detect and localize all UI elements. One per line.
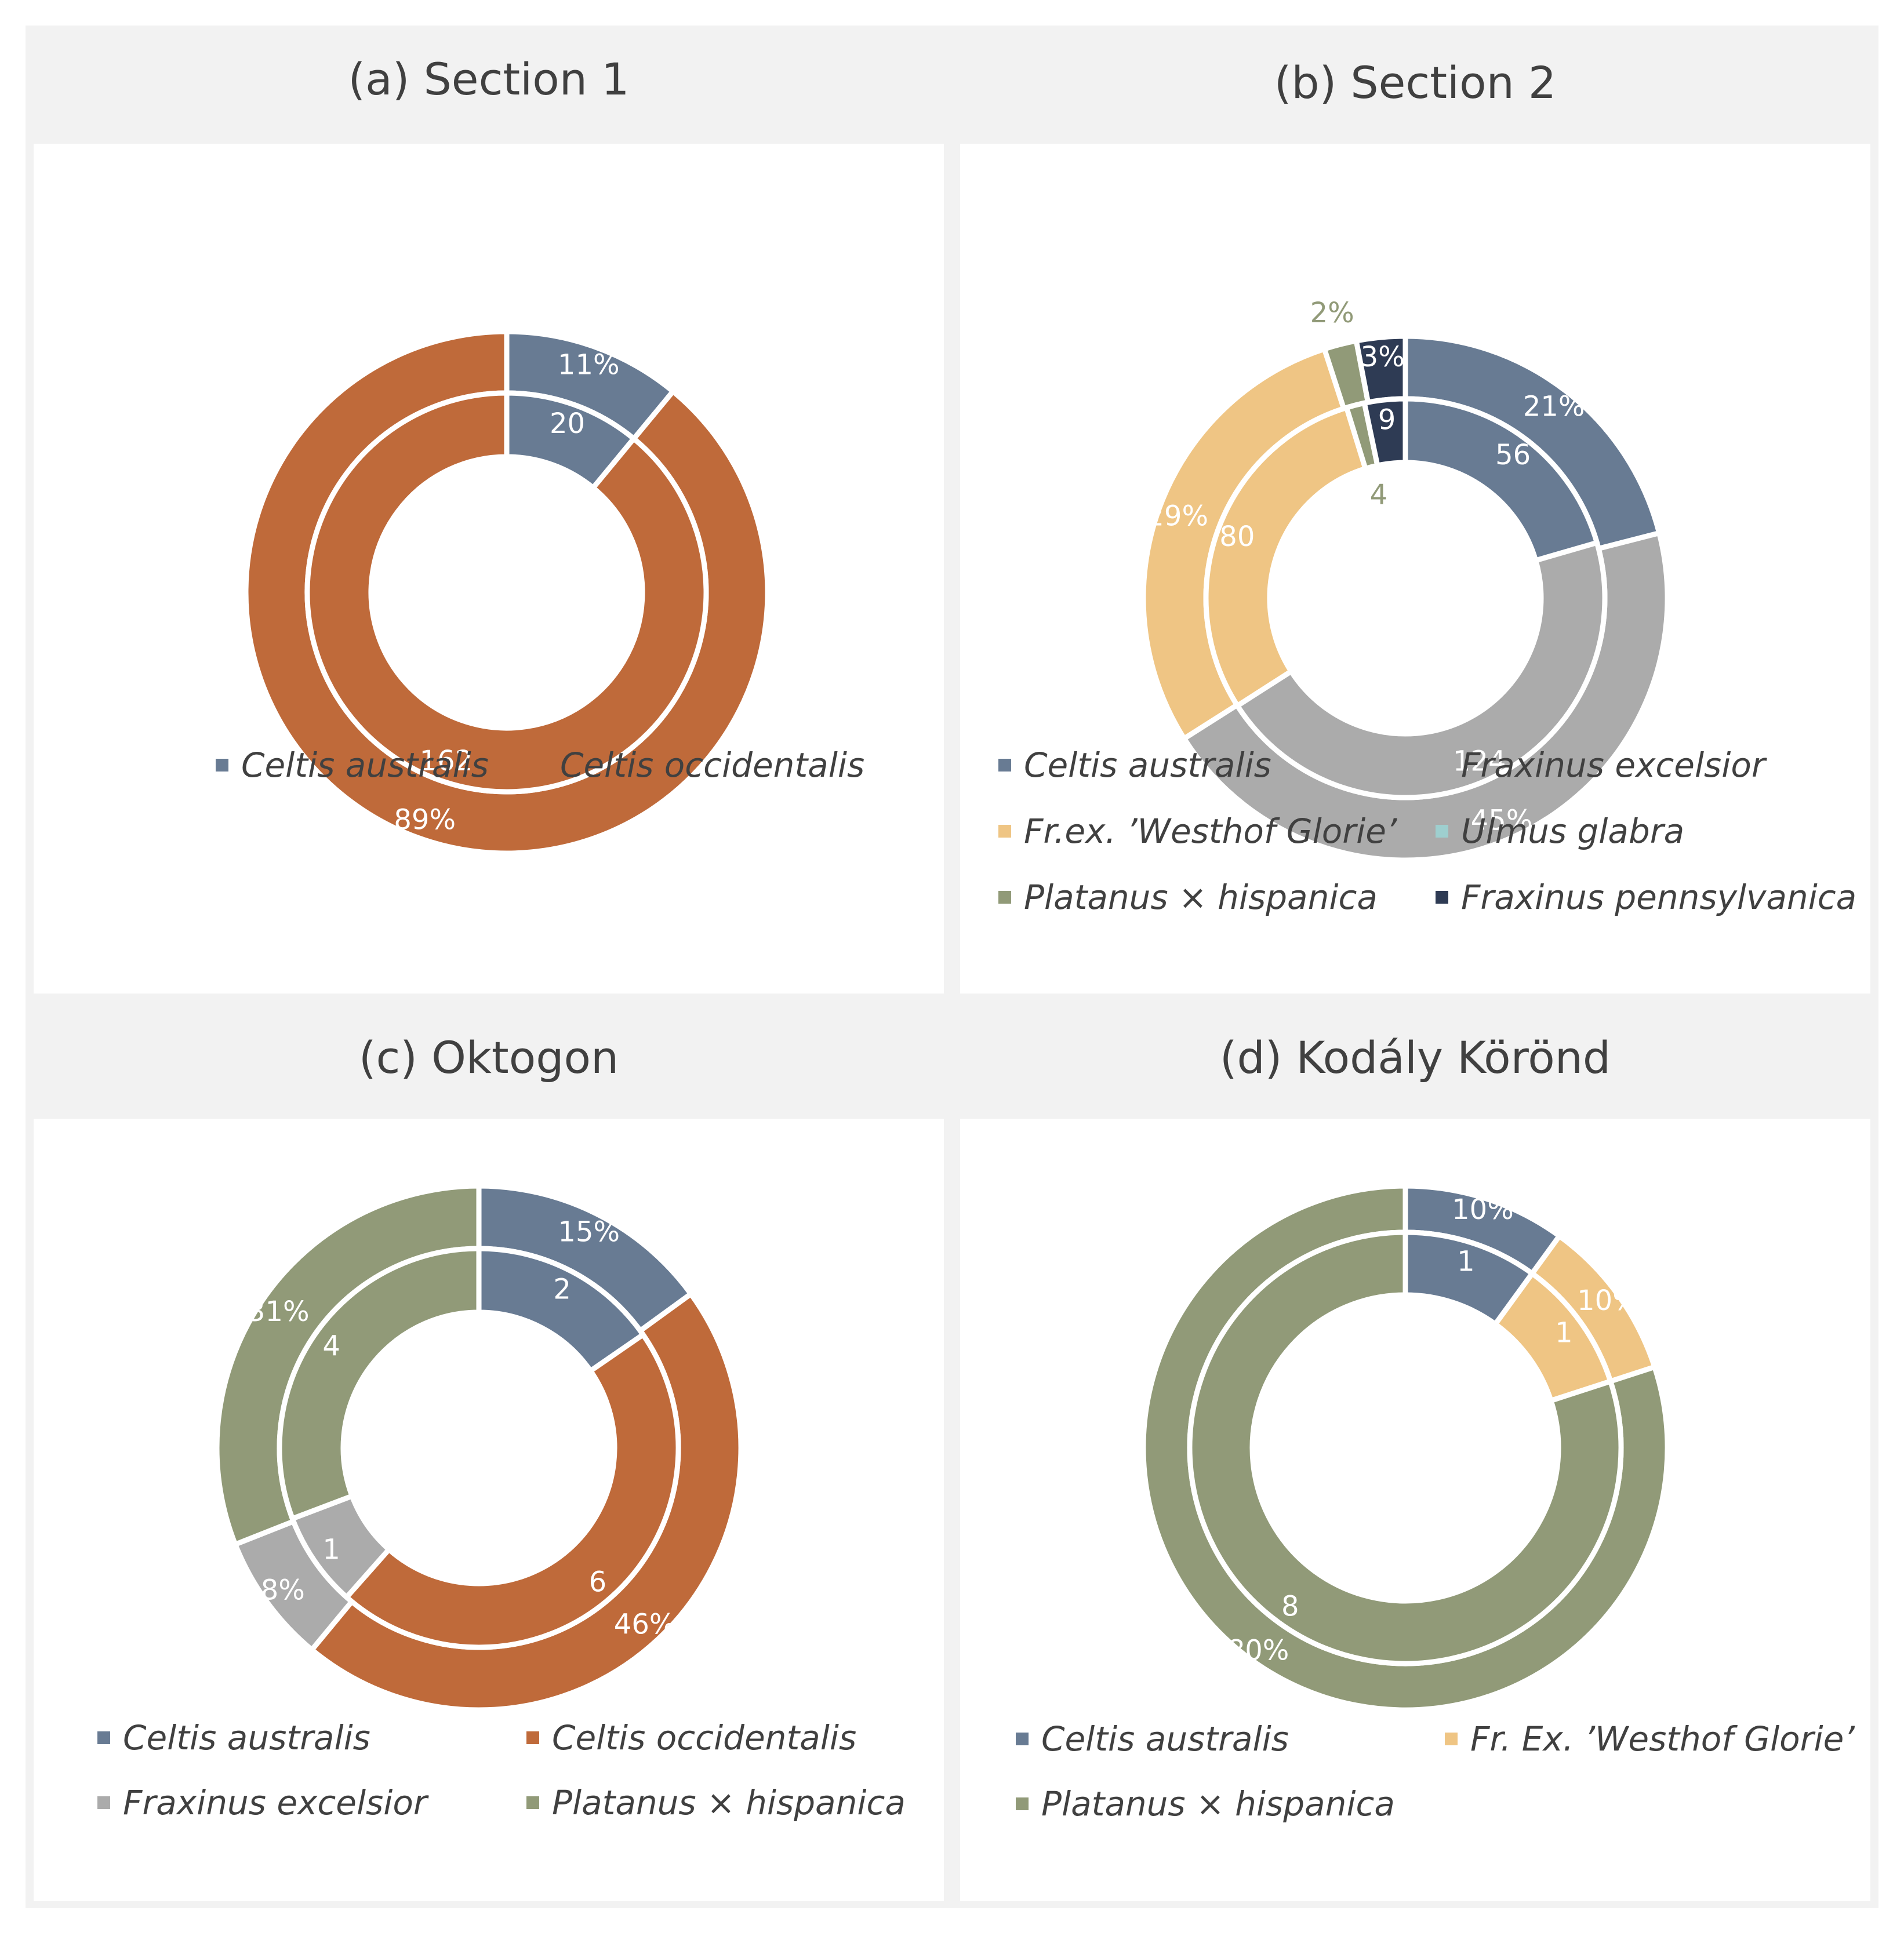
legend-swatch <box>535 759 547 772</box>
legend-item: Celtis occidentalis <box>526 1718 856 1757</box>
legend-label: Platanus × hispanica <box>1024 878 1378 917</box>
legend-item: Celtis australis <box>998 745 1271 785</box>
legend-swatch <box>998 891 1011 904</box>
inner-ring-data-label: 6 <box>589 1566 607 1598</box>
inner-ring-data-label: 20 <box>550 407 585 440</box>
legend-label: Platanus × hispanica <box>1041 1784 1395 1824</box>
inner-ring-data-label: 9 <box>1378 404 1396 436</box>
inner-ring-data-label: 1 <box>322 1534 340 1566</box>
inner-ring-data-label: 8 <box>1281 1590 1299 1622</box>
legend-item: Celtis australis <box>216 745 489 785</box>
legend-label: Fr.ex. ’Westhof Glorie’ <box>1024 811 1397 851</box>
legend-item: Ulmus glabra <box>1436 811 1684 851</box>
panel-oktogon: (c) Oktogon 15% 46% 8% 31% 2 6 1 4 Celtis austr… <box>26 999 952 1908</box>
plot-area: 21% 45% 29% 2% 3% 56 124 80 4 9 Celtis australis F… <box>960 144 1870 994</box>
panel-section-1: (a) Section 1 11% 89% 20 162 Celtis austral… <box>26 26 952 999</box>
legend-label: Celtis occidentalis <box>552 1718 857 1757</box>
legend-swatch <box>1436 825 1448 838</box>
inner-ring-slice <box>1234 539 1608 800</box>
panel-kodaly-korond: (d) Kodály Körönd 10% 10% 80% 1 1 8 Celtis au… <box>952 999 1878 1908</box>
legend-label: Celtis australis <box>123 1718 370 1757</box>
inner-ring-data-label: 124 <box>1453 745 1506 777</box>
inner-ring-data-label: 80 <box>1219 521 1255 553</box>
plot-area: 10% 10% 80% 1 1 8 Celtis australis Fr. Ex. ’We… <box>960 1119 1870 1901</box>
inner-ring-data-label: 162 <box>420 745 473 777</box>
panel-title: (d) Kodály Körönd <box>1219 1032 1611 1083</box>
outer-ring-data-label: 11% <box>558 349 620 381</box>
donut-chart-svg: 21% 45% 29% 2%3% 56 124 80 4 9 <box>1140 297 1670 863</box>
inner-ring-data-label: 56 <box>1495 439 1531 471</box>
legend-swatch <box>97 1796 110 1809</box>
inner-ring-slice <box>343 1331 681 1650</box>
panel-title: (b) Section 2 <box>1274 57 1557 108</box>
inner-ring-data-label: 4 <box>1370 479 1388 511</box>
inner-ring-data-label: 1 <box>1457 1246 1475 1278</box>
outer-ring-data-label: 31% <box>248 1295 310 1328</box>
legend-item: Celtis occidentalis <box>535 745 864 785</box>
inner-ring-data-label: 4 <box>322 1330 340 1362</box>
inner-ring-slice <box>1402 396 1600 564</box>
outer-ring-data-label: 15% <box>558 1216 620 1249</box>
legend-swatch <box>1016 1733 1029 1745</box>
outer-ring-data-label: 80% <box>1227 1634 1289 1666</box>
legend-item: Platanus × hispanica <box>998 878 1378 917</box>
legend-label: Celtis australis <box>1024 745 1271 785</box>
inner-ring-slice <box>304 390 709 795</box>
legend-swatch <box>97 1731 110 1744</box>
inner-ring-data-label: 1 <box>1555 1316 1573 1349</box>
inner-ring-slice <box>1187 1229 1624 1666</box>
legend-label: Ulmus glabra <box>1461 811 1685 851</box>
inner-ring-data-label: 2 <box>553 1273 571 1305</box>
outer-ring-data-label: 29% <box>1146 500 1208 532</box>
legend-label: Fraxinus excelsior <box>123 1783 427 1822</box>
legend-label: Platanus × hispanica <box>552 1783 906 1822</box>
donut-chart-svg: 11% 89% 20 162 <box>243 329 771 856</box>
outer-ring-data-label: 10% <box>1577 1284 1639 1317</box>
legend-swatch <box>1436 759 1448 772</box>
outer-ring-data-label: 10% <box>1452 1193 1514 1226</box>
legend-label: Celtis australis <box>241 745 489 785</box>
legend-item: Fraxinus excelsior <box>97 1783 427 1822</box>
legend-swatch <box>526 1731 539 1744</box>
legend-item: Celtis australis <box>97 1718 370 1757</box>
legend-label: Fraxinus excelsior <box>1461 745 1765 785</box>
legend-item: Platanus × hispanica <box>526 1783 906 1822</box>
legend-label: Fr. Ex. ’Westhof Glorie’ <box>1470 1719 1855 1759</box>
legend-item: Celtis australis <box>1016 1719 1289 1759</box>
legend-label: Celtis occidentalis <box>560 745 865 785</box>
outer-ring-data-label: 2% <box>1310 297 1354 329</box>
legend-item: Fraxinus excelsior <box>1436 745 1765 785</box>
plot-area: 15% 46% 8% 31% 2 6 1 4 Celtis australis Celtis o… <box>34 1119 944 1901</box>
plot-area: 11% 89% 20 162 Celtis australis Celtis occid… <box>34 144 944 994</box>
donut-chart-svg: 10% 10% 80% 1 1 8 <box>1140 1183 1670 1713</box>
legend-item: Platanus × hispanica <box>1016 1784 1395 1824</box>
legend-label: Celtis australis <box>1041 1719 1289 1759</box>
outer-ring-data-label: 89% <box>394 803 456 836</box>
outer-ring-data-label: 46% <box>614 1609 676 1641</box>
outer-ring-data-label: 3% <box>1361 341 1405 373</box>
legend-swatch <box>1016 1797 1029 1810</box>
inner-ring-slice <box>1203 404 1369 709</box>
outer-ring-data-label: 8% <box>261 1574 305 1607</box>
inner-ring-slice <box>277 1246 482 1522</box>
legend-item: Fr. Ex. ’Westhof Glorie’ <box>1445 1719 1855 1759</box>
outer-ring-data-label: 45% <box>1471 805 1533 837</box>
donut-chart-svg: 15% 46% 8% 31% 2 6 1 4 <box>214 1183 744 1713</box>
legend-swatch <box>1445 1733 1458 1745</box>
inner-ring-slice <box>1361 396 1408 469</box>
legend-swatch <box>526 1796 539 1809</box>
legend-swatch <box>1436 891 1448 904</box>
legend-swatch <box>216 759 228 772</box>
panel-title: (a) Section 1 <box>348 53 630 105</box>
legend-item: Fraxinus pennsylvanica <box>1436 878 1856 917</box>
outer-ring-data-label: 21% <box>1523 391 1585 423</box>
legend-swatch <box>998 825 1011 838</box>
panel-section-2: (b) Section 2 21% 45% 29% 2% 3% 56 124 80 4 9 Cel… <box>952 26 1878 999</box>
legend-swatch <box>998 759 1011 772</box>
panel-title: (c) Oktogon <box>358 1032 619 1083</box>
legend-label: Fraxinus pennsylvanica <box>1461 878 1857 917</box>
legend-item: Fr.ex. ’Westhof Glorie’ <box>998 811 1397 851</box>
